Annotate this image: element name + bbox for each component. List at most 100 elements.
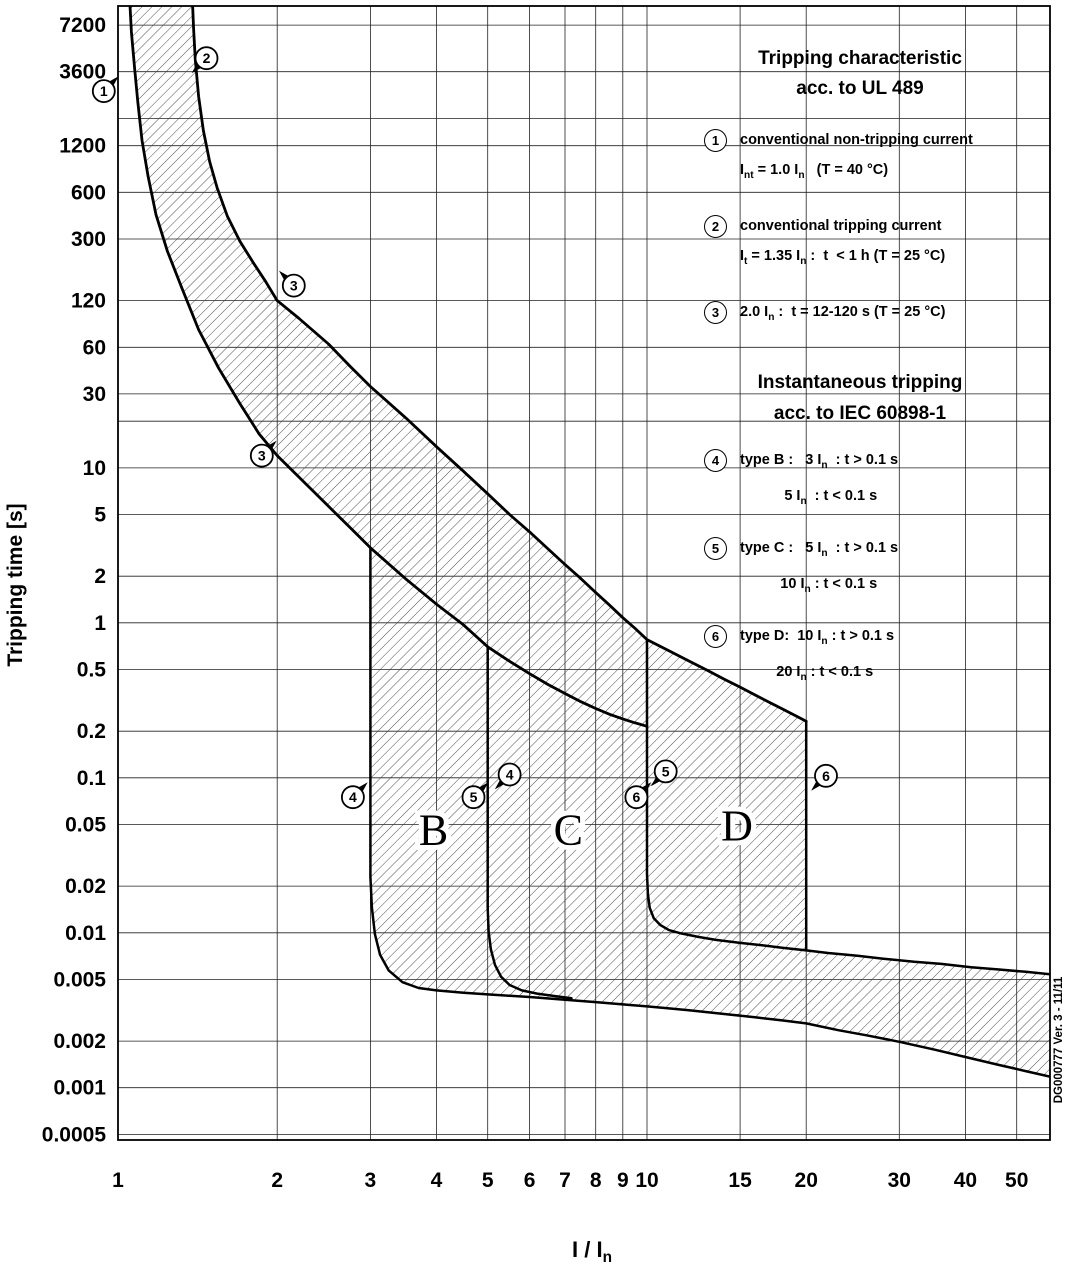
svg-text:10: 10 bbox=[83, 457, 106, 480]
legend-item-6: 6 type D: 10 In : t > 0.1 s 20 In : t < 0… bbox=[690, 621, 1030, 693]
svg-text:1: 1 bbox=[94, 612, 106, 635]
legend-item-5: 5 type C : 5 In : t > 0.1 s 10 In : t < 0… bbox=[690, 533, 1030, 605]
svg-text:60: 60 bbox=[83, 336, 106, 359]
legend-item-text: type C : 5 In : t > 0.1 s 10 In : t < 0.… bbox=[740, 540, 899, 595]
legend-item-number-1: 1 bbox=[704, 128, 727, 152]
x-axis-title: I / In bbox=[572, 1236, 612, 1267]
chart-marker-6: 6 bbox=[624, 782, 652, 810]
legend-item-text: type D: 10 In : t > 0.1 s 20 In : t < 0.… bbox=[740, 627, 895, 683]
svg-text:1200: 1200 bbox=[59, 135, 106, 158]
svg-text:50: 50 bbox=[1005, 1169, 1028, 1192]
legend-title-iec60898: Instantaneous tripping acc. to IEC 60898-… bbox=[757, 372, 963, 424]
svg-text:7: 7 bbox=[559, 1169, 571, 1192]
svg-text:0.05: 0.05 bbox=[65, 814, 106, 837]
document-number: DG000777 Ver. 3 - 11/11 bbox=[1053, 976, 1065, 1104]
svg-text:600: 600 bbox=[71, 181, 106, 204]
curve-lower-thermal bbox=[128, 6, 649, 728]
svg-text:4: 4 bbox=[506, 767, 514, 783]
legend-item-text: 2.0 In : t = 12-120 s (T = 25 °C) bbox=[740, 303, 946, 323]
legend-items-iec60898: 4 type B : 3 In : t > 0.1 s 5 In : t < 0.… bbox=[690, 445, 1030, 692]
y-tick-labels: 7200 3600 1200 600 300 120 60 30 10 5 2 1 0.5 0.2 0.1 0… bbox=[42, 14, 107, 1146]
chart-marker-1: 1 bbox=[91, 76, 119, 103]
legend-item-number-4: 4 bbox=[704, 449, 727, 473]
svg-text:40: 40 bbox=[954, 1169, 977, 1192]
svg-text:4: 4 bbox=[349, 789, 357, 805]
legend-item-4: 4 type B : 3 In : t > 0.1 s 5 In : t < 0.… bbox=[690, 445, 1030, 517]
svg-text:3: 3 bbox=[290, 278, 298, 294]
legend-item-number-2: 2 bbox=[704, 214, 727, 238]
svg-text:5: 5 bbox=[482, 1169, 494, 1192]
svg-text:30: 30 bbox=[888, 1169, 911, 1192]
chart-markers: 1 2 3 3 4 4 5 5 6 6 bbox=[91, 46, 838, 810]
boundary-curves bbox=[128, 6, 1050, 1078]
svg-text:6: 6 bbox=[822, 768, 830, 784]
svg-text:0.02: 0.02 bbox=[65, 875, 106, 898]
svg-text:15: 15 bbox=[728, 1169, 752, 1192]
svg-text:5: 5 bbox=[470, 789, 478, 805]
svg-text:0.001: 0.001 bbox=[53, 1077, 106, 1100]
svg-text:4: 4 bbox=[431, 1169, 443, 1192]
svg-text:6: 6 bbox=[633, 789, 641, 805]
x-tick-labels: 1 2 3 4 5 6 7 8 9 10 15 20 30 40 50 bbox=[112, 1169, 1028, 1192]
svg-text:B: B bbox=[419, 806, 448, 855]
svg-text:3: 3 bbox=[258, 448, 266, 464]
chart-marker-4: 4 bbox=[340, 782, 368, 810]
svg-text:0.01: 0.01 bbox=[65, 922, 106, 945]
svg-text:6: 6 bbox=[524, 1169, 536, 1192]
legend-items-ul489: 1 conventional non-tripping current Int = … bbox=[690, 125, 1030, 333]
svg-text:3600: 3600 bbox=[59, 61, 106, 84]
chart-marker-6: 6 bbox=[811, 763, 838, 791]
svg-text:3: 3 bbox=[365, 1169, 377, 1192]
legend-item-text: conventional tripping current It = 1.35 I… bbox=[740, 217, 946, 267]
chart-marker-2: 2 bbox=[191, 46, 219, 74]
svg-text:1: 1 bbox=[100, 83, 108, 99]
legend-item-1: 1 conventional non-tripping current Int = … bbox=[690, 125, 1030, 191]
svg-text:300: 300 bbox=[71, 228, 106, 251]
legend-item-number-3: 3 bbox=[704, 300, 727, 324]
svg-text:10: 10 bbox=[635, 1169, 658, 1192]
legend-title-ul489: Tripping characteristic acc. to UL 489 bbox=[758, 48, 962, 100]
curve-type-c bbox=[486, 645, 573, 1000]
svg-text:0.002: 0.002 bbox=[53, 1030, 106, 1053]
legend-item-text: type B : 3 In : t > 0.1 s 5 In : t < 0.1… bbox=[740, 452, 899, 508]
svg-text:2: 2 bbox=[203, 50, 211, 66]
legend-item-text: conventional non-tripping current Int = 1… bbox=[740, 131, 973, 181]
svg-text:1: 1 bbox=[112, 1169, 124, 1192]
curve-type-d bbox=[645, 638, 1050, 976]
svg-text:30: 30 bbox=[83, 383, 106, 406]
svg-text:5: 5 bbox=[94, 504, 106, 527]
curve-upper-thermal bbox=[191, 6, 808, 723]
svg-text:2: 2 bbox=[94, 565, 106, 588]
svg-text:8: 8 bbox=[590, 1169, 602, 1192]
svg-text:0.1: 0.1 bbox=[77, 767, 107, 790]
svg-text:120: 120 bbox=[71, 290, 106, 313]
plot-border bbox=[117, 5, 1051, 1141]
chart-marker-4: 4 bbox=[494, 762, 522, 790]
legend-item-3: 3 2.0 In : t = 12-120 s (T = 25 °C) bbox=[690, 297, 1030, 333]
svg-text:0.5: 0.5 bbox=[77, 659, 107, 682]
svg-text:7200: 7200 bbox=[59, 14, 106, 37]
chart-marker-5: 5 bbox=[461, 782, 489, 810]
chart-marker-3: 3 bbox=[249, 440, 277, 468]
legend-item-number-6: 6 bbox=[704, 624, 727, 648]
svg-text:9: 9 bbox=[617, 1169, 629, 1192]
y-axis-title: Tripping time [s] bbox=[4, 503, 27, 667]
legend-item-number-5: 5 bbox=[704, 537, 727, 561]
chart-marker-3: 3 bbox=[279, 270, 306, 298]
svg-text:0.005: 0.005 bbox=[53, 968, 106, 991]
svg-text:C: C bbox=[554, 806, 583, 855]
svg-text:D: D bbox=[721, 802, 753, 851]
svg-text:2: 2 bbox=[271, 1169, 283, 1192]
legend-item-2: 2 conventional tripping current It = 1.35 … bbox=[690, 211, 1030, 277]
svg-text:0.0005: 0.0005 bbox=[42, 1123, 107, 1146]
chart-marker-5: 5 bbox=[650, 759, 678, 787]
svg-text:5: 5 bbox=[662, 763, 670, 779]
svg-text:20: 20 bbox=[795, 1169, 818, 1192]
curve-type-b bbox=[369, 546, 1050, 1078]
grid bbox=[117, 6, 1050, 1140]
region-labels: B C D bbox=[414, 797, 758, 860]
svg-text:0.2: 0.2 bbox=[77, 720, 106, 743]
